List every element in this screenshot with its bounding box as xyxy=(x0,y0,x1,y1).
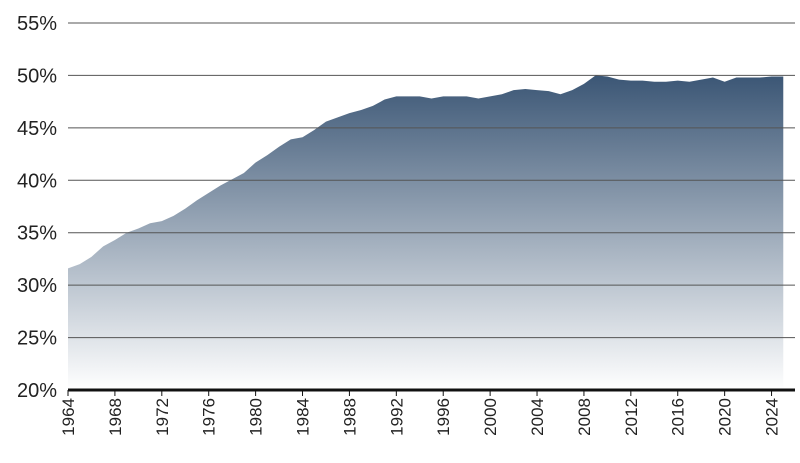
y-tick-label: 40% xyxy=(17,170,57,192)
y-tick-label: 50% xyxy=(17,65,57,87)
x-tick-label: 1976 xyxy=(200,398,219,436)
y-tick-label: 35% xyxy=(17,223,57,245)
x-tick-label: 2020 xyxy=(716,398,735,436)
x-tick-label: 1980 xyxy=(247,398,266,436)
x-tick-label: 2012 xyxy=(622,398,641,436)
x-tick-label: 2004 xyxy=(528,398,547,436)
x-tick-label: 1972 xyxy=(153,398,172,436)
x-tick-label: 1996 xyxy=(434,398,453,436)
x-tick-label: 1992 xyxy=(387,398,406,436)
y-tick-label: 55% xyxy=(17,13,57,35)
y-tick-label: 45% xyxy=(17,118,57,140)
y-tick-label: 25% xyxy=(17,328,57,350)
x-tick-label: 2008 xyxy=(575,398,594,436)
y-tick-label: 30% xyxy=(17,275,57,297)
x-tick-label: 2000 xyxy=(481,398,500,436)
x-tick-label: 1968 xyxy=(106,398,125,436)
x-tick-label: 2016 xyxy=(669,398,688,436)
x-tick-label: 1984 xyxy=(294,398,313,436)
x-tick-label: 1988 xyxy=(340,398,359,436)
x-tick-label: 1964 xyxy=(59,398,78,436)
y-tick-label: 20% xyxy=(17,380,57,402)
x-tick-label: 2024 xyxy=(763,398,782,436)
